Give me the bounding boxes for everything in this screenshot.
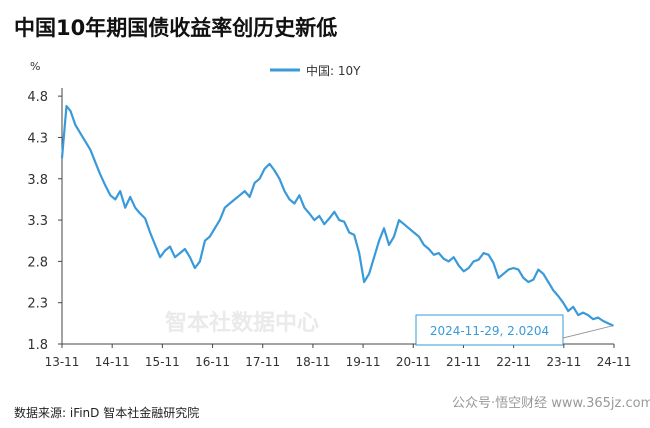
x-axis: 13-11 14-11 15-11 16-11 17-11 18-11 19-11 20-11… [45,343,632,369]
source-note: 数据来源: iFinD 智本社金融研究院 [14,406,200,420]
watermark: 智本社数据中心 [165,310,319,336]
series-group [60,104,614,327]
y-tick-label: 1.8 [27,338,48,353]
y-axis-label: % [30,60,40,73]
y-tick-label: 4.3 [27,131,48,146]
x-tick-label: 21-11 [446,355,481,369]
annotation-leader [562,325,613,339]
x-tick-label: 24-11 [597,355,632,369]
y-tick-label: 2.3 [27,297,48,312]
y-tick-label: 3.3 [27,214,48,229]
y-axis: % 4.8 4.3 3.8 3.3 2.8 2.3 1.8 [27,60,63,353]
y-tick-label: 4.8 [27,90,48,105]
legend: 中国: 10Y [270,63,361,78]
annotation-label: 2024-11-29, 2.0204 [430,324,549,338]
annotation-box [415,314,564,346]
legend-label: 中国: 10Y [306,63,361,78]
series-line [60,104,614,327]
x-tick-label: 19-11 [346,355,381,369]
annotation: 2024-11-29, 2.0204 [415,314,613,346]
chart-title: 中国10年期国债收益率创历史新低 [14,16,338,40]
x-tick-label: 17-11 [245,355,280,369]
y-tick-label: 3.8 [27,173,48,188]
x-tick-label: 13-11 [45,355,80,369]
x-tick-label: 18-11 [295,355,330,369]
bottom-watermark: 公众号·悟空财经 www.365jz.com [452,396,650,411]
x-tick-label: 22-11 [496,355,531,369]
y-tick-label: 2.8 [27,255,48,270]
x-tick-label: 23-11 [546,355,581,369]
x-tick-label: 16-11 [195,355,230,369]
x-tick-label: 14-11 [95,355,130,369]
x-tick-label: 20-11 [396,355,431,369]
x-tick-label: 15-11 [145,355,180,369]
